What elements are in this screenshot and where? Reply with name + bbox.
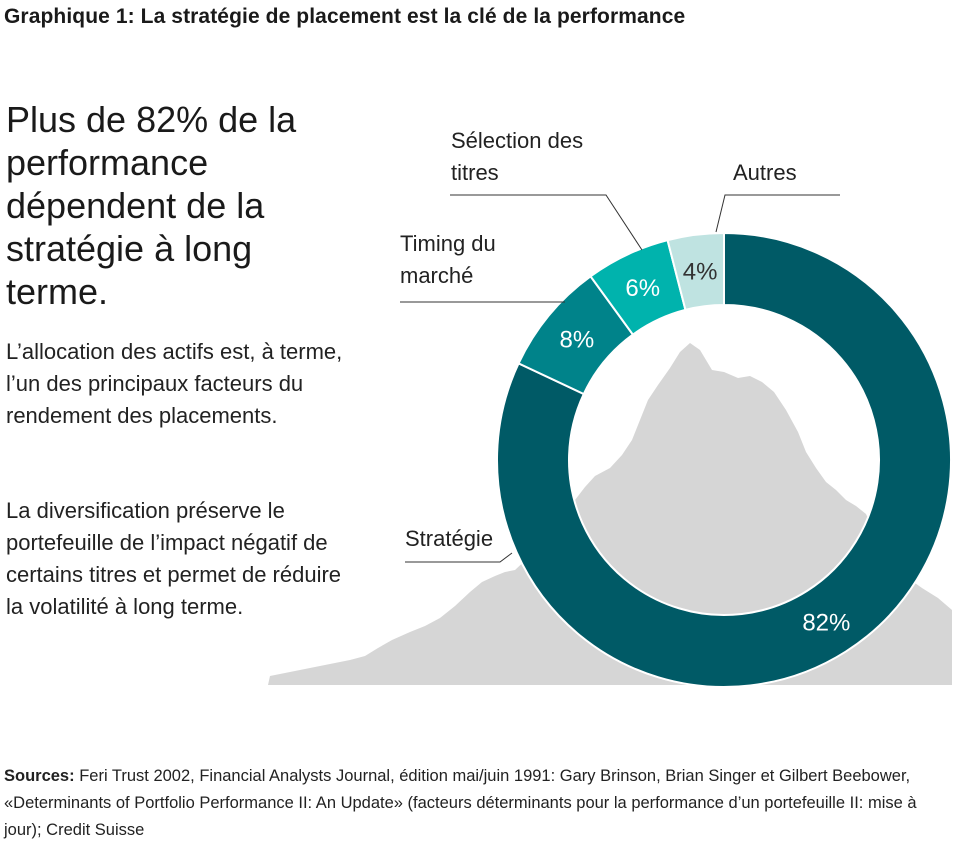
label-timing-line2: marché <box>400 263 473 288</box>
headline: Plus de 82% de la performance dépendent … <box>6 99 297 312</box>
donut-group: 82% 8% 6% 4% <box>496 231 952 688</box>
donut-labels: Autres Sélection des titres Timing du ma… <box>400 128 797 551</box>
leader-autres <box>715 194 840 233</box>
sources-text: Feri Trust 2002, Financial Analysts Jour… <box>4 767 917 839</box>
value-label-strategie: 82% <box>802 609 850 636</box>
label-autres: Autres <box>733 160 797 185</box>
label-selection-line2: titres <box>451 160 499 185</box>
label-strategie: Stratégie <box>405 526 493 551</box>
sources-label: Sources: <box>4 767 75 785</box>
paragraph-allocation: L’allocation des actifs est, à terme, l’… <box>6 339 343 428</box>
leader-strategie <box>405 552 513 563</box>
sources-note: Sources: Feri Trust 2002, Financial Anal… <box>4 763 949 844</box>
value-label-selection: 6% <box>625 275 660 302</box>
chart-title: Graphique 1: La stratégie de placement e… <box>4 5 686 28</box>
value-label-timing: 8% <box>559 326 594 353</box>
paragraph-diversification: La diversification préserve le portefeui… <box>6 498 342 619</box>
slice-autres <box>666 231 725 312</box>
mountain-silhouette <box>268 343 952 685</box>
label-selection-line1: Sélection des <box>451 128 583 153</box>
label-timing-line1: Timing du <box>400 231 496 256</box>
value-label-autres: 4% <box>683 259 718 286</box>
leader-selection <box>450 194 643 251</box>
slice-strategie <box>496 231 952 688</box>
leader-lines <box>400 194 840 563</box>
